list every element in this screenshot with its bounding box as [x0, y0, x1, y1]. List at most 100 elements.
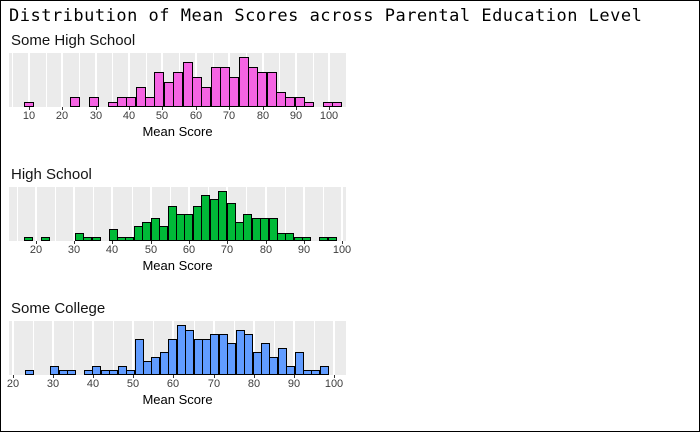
histogram-bar: [50, 366, 59, 375]
histogram-bar: [83, 237, 92, 241]
axis-tick-mark: [329, 107, 330, 110]
gridline-major: [132, 321, 134, 375]
facet-title: High School: [11, 166, 92, 183]
x-axis: 20 30 40 50 60 70 80 90 100: [9, 241, 351, 258]
axis-tick-mark: [74, 241, 75, 244]
gridline-major: [265, 187, 267, 241]
figure-title: Distribution of Mean Scores across Paren…: [9, 6, 643, 26]
axis-tick-label: 100: [332, 244, 352, 256]
x-axis-label: Mean Score: [142, 392, 213, 407]
axis-tick-mark: [62, 107, 63, 110]
histogram-bar: [67, 370, 76, 375]
axis-tick-label: 80: [259, 244, 273, 256]
x-axis: 20 30 40 50 60 70 80 90 100: [7, 375, 346, 392]
histogram-bar: [159, 226, 168, 241]
histogram-bar: [154, 72, 164, 107]
histogram-bar: [151, 357, 160, 375]
axis-tick-mark: [96, 107, 97, 110]
histogram-bar: [319, 237, 328, 241]
axis-tick-mark: [304, 241, 305, 244]
axis-tick-mark: [129, 107, 130, 110]
histogram-bar: [229, 77, 239, 107]
gridline-minor: [79, 53, 80, 107]
axis-tick-label: 20: [29, 244, 43, 256]
histogram-bar: [41, 237, 50, 241]
histogram-bar: [295, 352, 304, 375]
axis-tick-label: 90: [289, 110, 303, 122]
gridline-major: [111, 187, 113, 241]
histogram-panel: [9, 321, 346, 375]
axis-tick-mark: [36, 241, 37, 244]
gridline-minor: [314, 321, 315, 375]
gridline-major: [128, 53, 130, 107]
axis-tick-mark: [196, 107, 197, 110]
gridline-major: [92, 321, 94, 375]
gridline-minor: [46, 53, 47, 107]
gridline-minor: [313, 53, 314, 107]
histogram-bar: [311, 370, 320, 375]
axis-tick-label: 30: [67, 244, 81, 256]
histogram-bar: [227, 343, 236, 375]
x-axis: 10 20 30 40 50 60 70 80 90 100: [9, 107, 346, 124]
gridline-major: [253, 321, 255, 375]
histogram-bar: [126, 370, 135, 375]
histogram-bar: [267, 72, 277, 107]
gridline-minor: [274, 321, 275, 375]
axis-tick-label: 60: [182, 244, 196, 256]
axis-tick-mark: [173, 375, 174, 378]
axis-tick-mark: [162, 107, 163, 110]
axis-tick-mark: [229, 107, 230, 110]
gridline-minor: [153, 321, 154, 375]
gridline-minor: [285, 187, 286, 241]
histogram-bar: [173, 72, 183, 107]
histogram-bar: [210, 334, 219, 375]
axis-tick-mark: [189, 241, 190, 244]
axis-tick-mark: [151, 241, 152, 244]
histogram-bar: [125, 237, 134, 241]
axis-tick-label: 50: [155, 110, 169, 122]
axis-tick-mark: [93, 375, 94, 378]
histogram-bar: [269, 218, 278, 241]
gridline-major: [341, 187, 343, 241]
axis-tick-label: 30: [89, 110, 103, 122]
gridline-minor: [17, 187, 18, 241]
histogram-bar: [278, 348, 287, 375]
histogram-bar: [302, 237, 311, 241]
axis-tick-label: 40: [122, 110, 136, 122]
histogram-bar: [328, 237, 337, 241]
histogram-bar: [185, 330, 194, 375]
axis-tick-label: 40: [105, 244, 119, 256]
histogram-bar: [168, 339, 177, 375]
histogram-bar: [92, 237, 101, 241]
axis-tick-mark: [13, 375, 14, 378]
gridline-major: [12, 321, 14, 375]
gridline-minor: [323, 187, 324, 241]
axis-tick-label: 30: [46, 378, 60, 390]
axis-tick-mark: [342, 241, 343, 244]
axis-tick-mark: [227, 241, 228, 244]
histogram-bar: [285, 97, 295, 107]
axis-tick-mark: [263, 107, 264, 110]
axis-tick-label: 60: [189, 110, 203, 122]
histogram-bar: [201, 87, 211, 107]
axis-tick-label: 40: [86, 378, 100, 390]
histogram-bar: [201, 195, 210, 241]
axis-tick-label: 70: [222, 110, 236, 122]
axis-tick-mark: [294, 375, 295, 378]
histogram-bar: [269, 357, 278, 375]
gridline-minor: [132, 187, 133, 241]
gridline-major: [295, 53, 297, 107]
gridline-major: [328, 53, 330, 107]
histogram-bar: [24, 237, 33, 241]
histogram-bar: [109, 229, 118, 241]
histogram-bar: [184, 214, 193, 241]
gridline-major: [150, 187, 152, 241]
gridline-minor: [12, 53, 13, 107]
axis-tick-mark: [266, 241, 267, 244]
histogram-bar: [126, 97, 136, 107]
axis-tick-label: 50: [126, 378, 140, 390]
x-axis-label: Mean Score: [142, 258, 213, 273]
facet-grid: Some High School 10 20 30 40 50 60 70 80 90 100 M…: [1, 29, 699, 431]
axis-tick-label: 50: [144, 244, 158, 256]
histogram-bar: [25, 370, 34, 375]
